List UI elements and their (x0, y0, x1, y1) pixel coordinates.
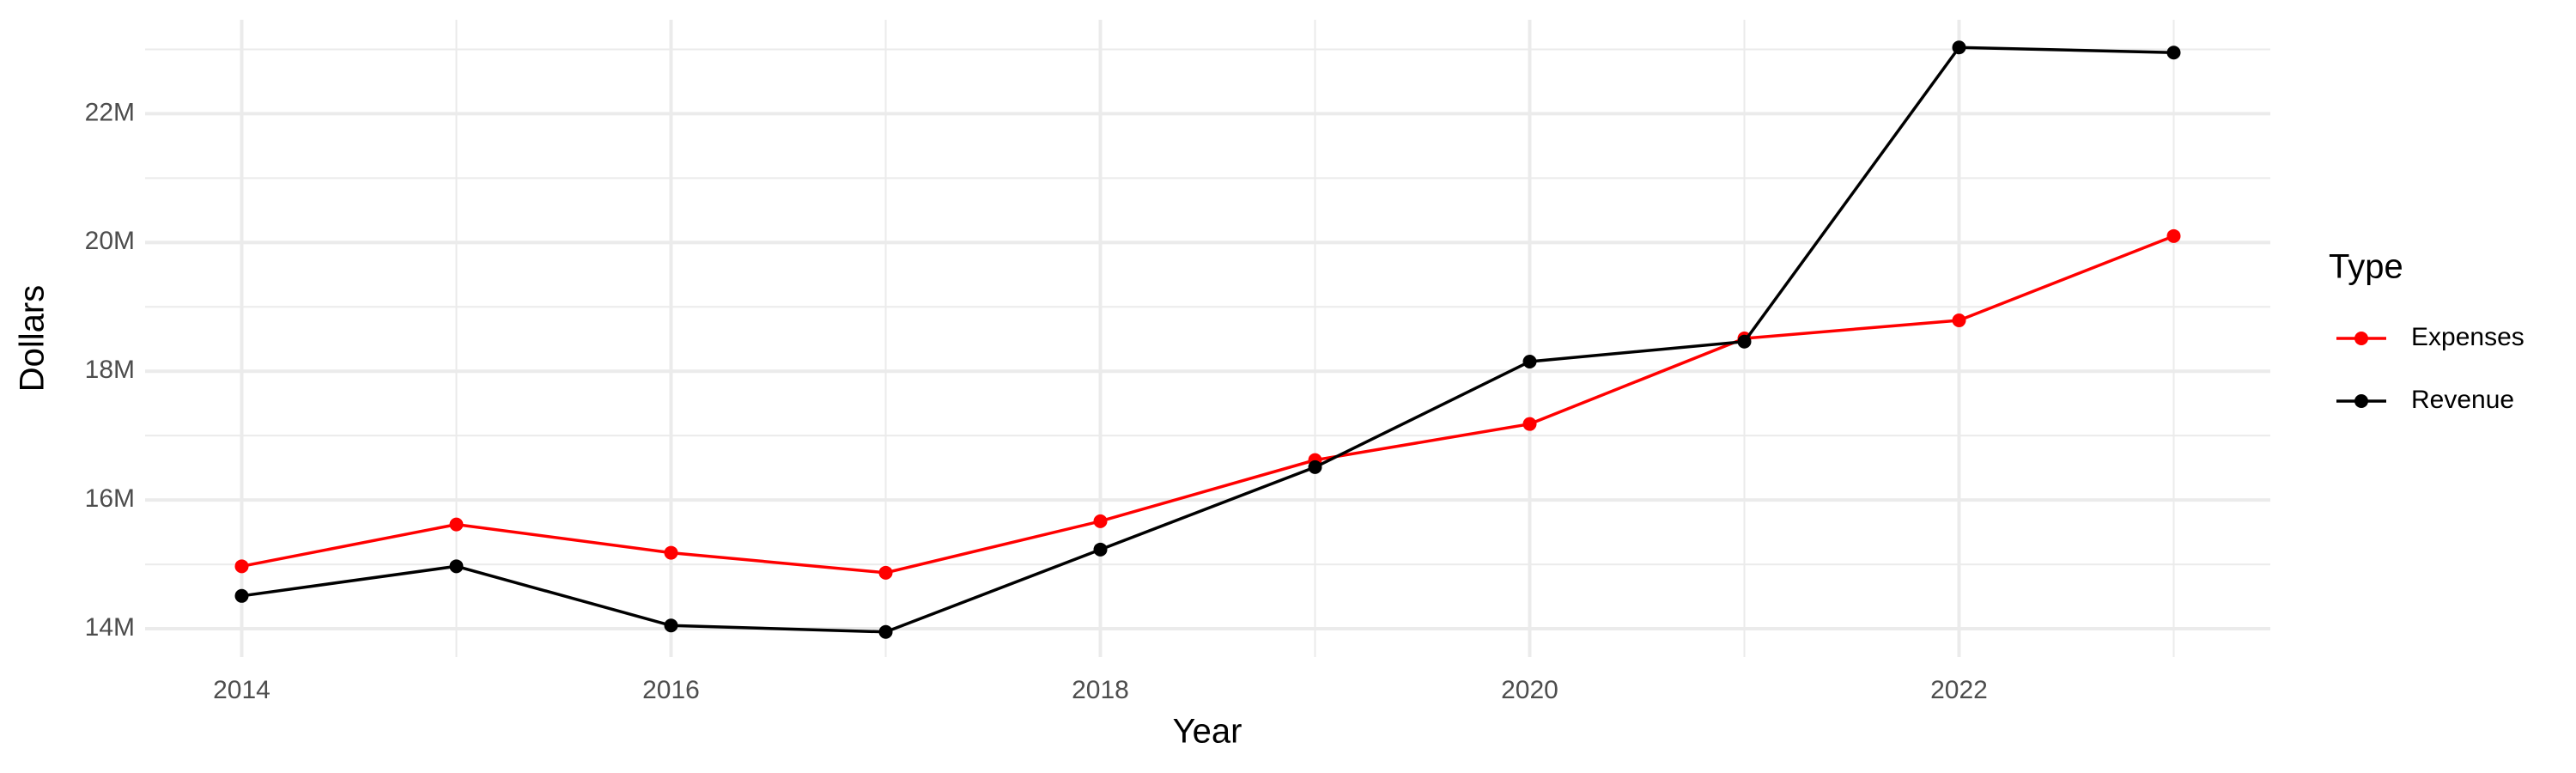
legend-key-point (2354, 394, 2368, 408)
x-tick-label: 2016 (642, 676, 700, 704)
data-point (664, 618, 678, 633)
data-point (1093, 542, 1108, 557)
data-point (878, 565, 893, 580)
data-point (1308, 460, 1322, 474)
y-tick-label: 22M (85, 98, 135, 126)
y-axis-title: Dollars (14, 285, 52, 392)
data-point (1522, 417, 1537, 431)
data-point (1093, 514, 1108, 528)
legend-title: Type (2329, 248, 2403, 286)
legend-label: Revenue (2411, 386, 2514, 414)
x-tick-label: 2022 (1930, 676, 1988, 704)
legend-key-point (2354, 332, 2368, 345)
y-tick-label: 14M (85, 613, 135, 642)
legend-label: Expenses (2411, 323, 2524, 351)
data-point (1737, 334, 1752, 349)
data-point (234, 588, 249, 603)
y-tick-label: 20M (85, 227, 135, 255)
data-point (664, 545, 678, 560)
x-axis-title: Year (1173, 713, 1242, 751)
x-tick-label: 2014 (213, 676, 270, 704)
data-point (2166, 228, 2181, 243)
data-point (2166, 46, 2181, 60)
y-tick-label: 16M (85, 484, 135, 513)
x-tick-label: 2020 (1501, 676, 1558, 704)
series-line (241, 46, 2174, 634)
data-point (1952, 313, 1966, 328)
data-point (878, 624, 893, 639)
y-tick-label: 18M (85, 356, 135, 384)
data-point (1522, 354, 1537, 368)
series-line (241, 234, 2175, 575)
data-point (234, 559, 249, 574)
data-point (449, 517, 464, 532)
x-tick-label: 2018 (1072, 676, 1129, 704)
data-point (1952, 40, 1966, 55)
data-point (449, 559, 464, 574)
